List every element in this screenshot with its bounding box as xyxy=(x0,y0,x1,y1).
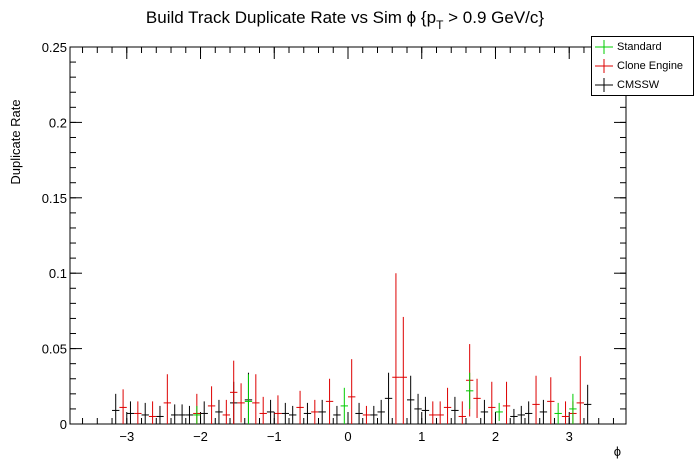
y-tick-label: 0.1 xyxy=(49,266,67,281)
data-point-clone-engine xyxy=(532,375,540,424)
data-point-clone-engine xyxy=(230,360,238,424)
data-point-clone-engine xyxy=(399,316,407,424)
legend-marker-clone-engine xyxy=(595,59,613,73)
data-point-cmssw xyxy=(517,405,525,424)
data-point-cmssw xyxy=(406,375,415,424)
chart-title-subscript: T xyxy=(436,18,444,32)
data-point-clone-engine xyxy=(274,395,282,424)
y-axis-label: Duplicate Rate xyxy=(8,99,23,184)
data-point-standard xyxy=(244,374,253,424)
data-point-cmssw xyxy=(141,402,149,424)
data-point-clone-engine xyxy=(362,405,371,424)
data-point-cmssw xyxy=(480,399,489,424)
data-point-cmssw xyxy=(384,372,393,424)
data-point-standard xyxy=(495,402,503,421)
data-point-clone-engine xyxy=(222,399,231,424)
data-point-cmssw xyxy=(355,402,363,424)
x-tick-label: 0 xyxy=(344,429,351,444)
data-point-clone-engine xyxy=(458,401,466,424)
data-point-cmssw xyxy=(281,402,290,424)
data-marks xyxy=(112,273,592,424)
x-axis-label: ϕ xyxy=(614,444,621,459)
x-tick-label: −2 xyxy=(193,429,208,444)
y-tick-label: 0.2 xyxy=(49,115,67,130)
chart-title: Build Track Duplicate Rate vs Sim ϕ {pT … xyxy=(146,8,544,32)
data-point-clone-engine xyxy=(163,374,172,424)
data-point-clone-engine xyxy=(392,273,400,424)
data-point-cmssw xyxy=(318,399,326,424)
svg-text:Build Track Duplicate Rate vs: Build Track Duplicate Rate vs Sim ϕ {pT … xyxy=(146,8,544,32)
data-point-clone-engine xyxy=(252,374,260,424)
legend: Standard Clone Engine CMSSW xyxy=(591,36,694,96)
data-point-cmssw xyxy=(583,384,592,424)
data-point-standard xyxy=(340,387,348,424)
data-point-clone-engine xyxy=(488,381,496,424)
data-point-cmssw xyxy=(156,405,164,424)
data-point-cmssw xyxy=(171,404,179,424)
data-point-clone-engine xyxy=(561,401,570,424)
data-point-cmssw xyxy=(112,393,120,424)
legend-entry-clone-engine: Clone Engine xyxy=(592,57,693,75)
data-point-cmssw xyxy=(377,399,385,424)
data-point-cmssw xyxy=(303,402,312,424)
data-point-cmssw xyxy=(215,399,223,424)
data-point-clone-engine xyxy=(207,386,216,424)
data-point-clone-engine xyxy=(296,390,304,424)
legend-label-cmssw: CMSSW xyxy=(617,79,660,91)
legend-entry-standard: Standard xyxy=(592,38,693,56)
data-point-cmssw xyxy=(414,393,422,424)
data-point-cmssw xyxy=(289,405,297,424)
data-point-cmssw xyxy=(451,396,459,424)
data-point-clone-engine xyxy=(436,401,444,424)
data-point-clone-engine xyxy=(348,359,356,424)
legend-label-clone-engine: Clone Engine xyxy=(617,60,684,72)
data-point-cmssw xyxy=(200,401,208,424)
data-point-clone-engine xyxy=(576,356,584,424)
y-tick-label: 0.05 xyxy=(42,342,67,357)
chart-title-rest: > 0.9 GeV/c} xyxy=(443,8,544,27)
data-point-clone-engine xyxy=(148,401,157,424)
data-point-cmssw xyxy=(510,408,518,424)
data-point-clone-engine xyxy=(237,383,245,423)
y-tick-label: 0.15 xyxy=(42,191,67,206)
data-point-standard xyxy=(554,402,562,424)
data-point-cmssw xyxy=(333,405,341,424)
y-tick-label: 0.25 xyxy=(42,40,67,55)
data-point-cmssw xyxy=(421,396,430,424)
plot-frame xyxy=(69,46,627,425)
data-point-cmssw xyxy=(539,399,548,424)
data-point-clone-engine xyxy=(311,399,319,424)
data-point-clone-engine xyxy=(134,401,142,424)
data-point-cmssw xyxy=(524,401,533,424)
data-point-cmssw xyxy=(185,405,194,424)
data-point-standard xyxy=(465,372,474,409)
y-tick-label: 0 xyxy=(60,417,67,432)
data-point-clone-engine xyxy=(429,401,437,424)
legend-marker-standard xyxy=(595,40,613,54)
x-tick-label: 2 xyxy=(492,429,499,444)
data-point-cmssw xyxy=(266,399,275,424)
x-tick-label: −1 xyxy=(267,429,282,444)
data-point-clone-engine xyxy=(119,389,127,424)
chart-title-main: Build Track Duplicate Rate vs Sim ϕ {p xyxy=(146,8,436,27)
x-tick-label: 3 xyxy=(566,429,573,444)
axes: 0 0.05 0.1 0.15 0.2 0.25 −3 −2 −1 0 1 2 3 xyxy=(42,40,626,444)
data-point-clone-engine xyxy=(547,377,555,424)
data-point-cmssw xyxy=(178,404,186,424)
data-point-clone-engine xyxy=(325,378,334,424)
data-point-clone-engine xyxy=(473,378,481,418)
x-tick-label: 1 xyxy=(418,429,425,444)
data-point-clone-engine xyxy=(502,381,511,424)
legend-entry-cmssw: CMSSW xyxy=(592,76,693,94)
data-point-cmssw xyxy=(370,405,378,424)
x-tick-label: −3 xyxy=(119,429,134,444)
data-point-cmssw xyxy=(126,401,135,424)
data-point-clone-engine xyxy=(443,387,452,424)
legend-marker-cmssw xyxy=(595,78,613,92)
legend-label-standard: Standard xyxy=(617,41,662,53)
data-point-standard xyxy=(193,405,201,424)
data-point-clone-engine xyxy=(259,396,267,424)
data-point-standard xyxy=(569,393,577,424)
